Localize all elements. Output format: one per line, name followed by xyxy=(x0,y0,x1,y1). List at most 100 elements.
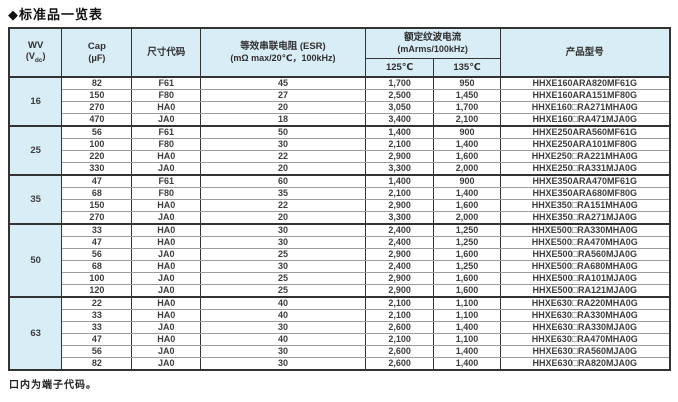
ripple-125-cell: 2,100 xyxy=(364,296,435,310)
cap-cell: 56 xyxy=(61,125,133,139)
size-code-cell: JA0 xyxy=(131,162,202,176)
size-code-cell: JA0 xyxy=(131,113,202,127)
ripple-135-cell: 2,100 xyxy=(433,113,501,127)
size-code-cell: HA0 xyxy=(131,309,202,322)
model-cell: HHXE350ARA680MF80G xyxy=(499,187,671,200)
ripple-header-line1: 额定纹波电流 xyxy=(404,31,462,43)
table-row: 82 JA0 30 2,600 1,400 HHXE630□RA820MJA0G xyxy=(9,357,671,371)
wv-group-cell: 35 xyxy=(8,174,63,225)
esr-cell: 40 xyxy=(200,333,366,346)
wv-group-cell: 50 xyxy=(8,223,63,298)
cap-cell: 56 xyxy=(61,345,133,358)
ripple-125-cell: 2,600 xyxy=(364,321,435,334)
ripple-125-cell: 2,500 xyxy=(364,89,435,102)
wv-group-cell: 63 xyxy=(8,296,63,371)
ripple-135-cell: 1,600 xyxy=(433,272,501,285)
size-code-cell: HA0 xyxy=(131,296,202,310)
model-cell: HHXE350ARA470MF61G xyxy=(499,174,671,188)
ripple-135-cell: 1,100 xyxy=(433,309,501,322)
ripple-125-cell: 2,400 xyxy=(364,236,435,249)
standard-products-table: WV (Vdc) Cap (μF) 尺寸代码 等效串联电阻 (ESR) (mΩ … xyxy=(8,27,671,371)
cap-cell: 82 xyxy=(61,76,133,90)
ripple-125-cell: 2,600 xyxy=(364,345,435,358)
esr-cell: 50 xyxy=(200,125,366,139)
cap-cell: 150 xyxy=(61,199,133,212)
table-row: 63 22 HA0 40 2,100 1,100 HHXE630□RA220MHA0G xyxy=(8,296,671,371)
ripple-135-cell: 1,400 xyxy=(433,187,501,200)
table-row: 120 JA0 25 2,900 1,600 HHXE500□RA121MJA0G xyxy=(9,284,671,298)
esr-cell: 22 xyxy=(200,199,366,212)
esr-cell: 60 xyxy=(200,174,366,188)
footnote: 口内为端子代码。 xyxy=(9,380,97,391)
cap-cell: 33 xyxy=(61,223,133,237)
table-row: 470 JA0 18 3,400 2,100 HHXE160□RA471MJA0G xyxy=(9,113,671,127)
size-code-cell: JA0 xyxy=(131,248,202,261)
model-cell: HHXE250□RA331MJA0G xyxy=(499,162,671,176)
cap-cell: 100 xyxy=(61,272,133,285)
column-header-125c: 125℃ xyxy=(364,58,435,78)
ripple-125-cell: 2,400 xyxy=(364,260,435,273)
cap-cell: 22 xyxy=(61,296,133,310)
size-code-cell: JA0 xyxy=(131,284,202,298)
esr-cell: 25 xyxy=(200,284,366,298)
ripple-135-cell: 1,600 xyxy=(433,150,501,163)
ripple-135-cell: 950 xyxy=(433,76,501,90)
cap-cell: 33 xyxy=(61,321,133,334)
esr-cell: 25 xyxy=(200,248,366,261)
ripple-135-cell: 900 xyxy=(433,174,501,188)
ripple-125-cell: 2,900 xyxy=(364,150,435,163)
cap-cell: 68 xyxy=(61,260,133,273)
size-code-cell: HA0 xyxy=(131,223,202,237)
column-header-esr: 等效串联电阻 (ESR) (mΩ max/20℃，100kHz) xyxy=(200,27,366,78)
size-code-cell: F80 xyxy=(131,138,202,151)
ripple-125-cell: 2,900 xyxy=(364,248,435,261)
ripple-125-cell: 1,700 xyxy=(364,76,435,90)
size-code-cell: HA0 xyxy=(131,101,202,114)
cap-cell: 56 xyxy=(61,248,133,261)
table-row: 47 HA0 30 2,400 1,250 HHXE500□RA470MHA0G xyxy=(9,236,671,249)
size-code-cell: F61 xyxy=(131,125,202,139)
ripple-125-cell: 1,400 xyxy=(364,174,435,188)
cap-cell: 270 xyxy=(61,101,133,114)
esr-cell: 30 xyxy=(200,138,366,151)
esr-cell: 27 xyxy=(200,89,366,102)
table-row: 150 F80 27 2,500 1,450 HHXE160ARA151MF80G xyxy=(9,89,671,102)
table-row: 270 HA0 20 3,050 1,700 HHXE160□RA271MHA0G xyxy=(9,101,671,114)
size-code-cell: F61 xyxy=(131,76,202,90)
esr-cell: 18 xyxy=(200,113,366,127)
table-row: 330 JA0 20 3,300 2,000 HHXE250□RA331MJA0G xyxy=(9,162,671,176)
esr-cell: 30 xyxy=(200,260,366,273)
cap-cell: 68 xyxy=(61,187,133,200)
ripple-135-cell: 900 xyxy=(433,125,501,139)
cap-cell: 220 xyxy=(61,150,133,163)
ripple-125-cell: 2,100 xyxy=(364,309,435,322)
table-row: 16 82 F61 45 1,700 950 HHXE160ARA820MF61G xyxy=(8,76,671,127)
esr-cell: 22 xyxy=(200,150,366,163)
ripple-header-line2: (mArms/100kHz) xyxy=(397,43,468,54)
model-cell: HHXE160□RA471MJA0G xyxy=(499,113,671,127)
ripple-125-cell: 3,050 xyxy=(364,101,435,114)
cap-header-line2: (μF) xyxy=(88,52,106,63)
size-code-cell: HA0 xyxy=(131,236,202,249)
cap-cell: 47 xyxy=(61,174,133,188)
model-cell: HHXE350□RA151MHA0G xyxy=(499,199,671,212)
size-code-cell: JA0 xyxy=(131,345,202,358)
cap-cell: 33 xyxy=(61,309,133,322)
model-cell: HHXE250ARA560MF61G xyxy=(499,125,671,139)
esr-cell: 40 xyxy=(200,296,366,310)
ripple-135-cell: 1,400 xyxy=(433,138,501,151)
esr-cell: 35 xyxy=(200,187,366,200)
column-header-ripple-current: 额定纹波电流 (mArms/100kHz) xyxy=(364,27,501,59)
table-row: 68 HA0 30 2,400 1,250 HHXE500□RA680MHA0G xyxy=(9,260,671,273)
ripple-125-cell: 3,300 xyxy=(364,211,435,225)
model-cell: HHXE500□RA101MJA0G xyxy=(499,272,671,285)
ripple-125-cell: 3,400 xyxy=(364,113,435,127)
ripple-135-cell: 2,000 xyxy=(433,211,501,225)
model-cell: HHXE630□RA220MHA0G xyxy=(499,296,671,310)
model-cell: HHXE160□RA271MHA0G xyxy=(499,101,671,114)
model-cell: HHXE630□RA330MHA0G xyxy=(499,309,671,322)
esr-cell: 30 xyxy=(200,236,366,249)
model-cell: HHXE500□RA560MJA0G xyxy=(499,248,671,261)
cap-cell: 47 xyxy=(61,333,133,346)
table-row: 47 HA0 40 2,100 1,100 HHXE630□RA470MHA0G xyxy=(9,333,671,346)
